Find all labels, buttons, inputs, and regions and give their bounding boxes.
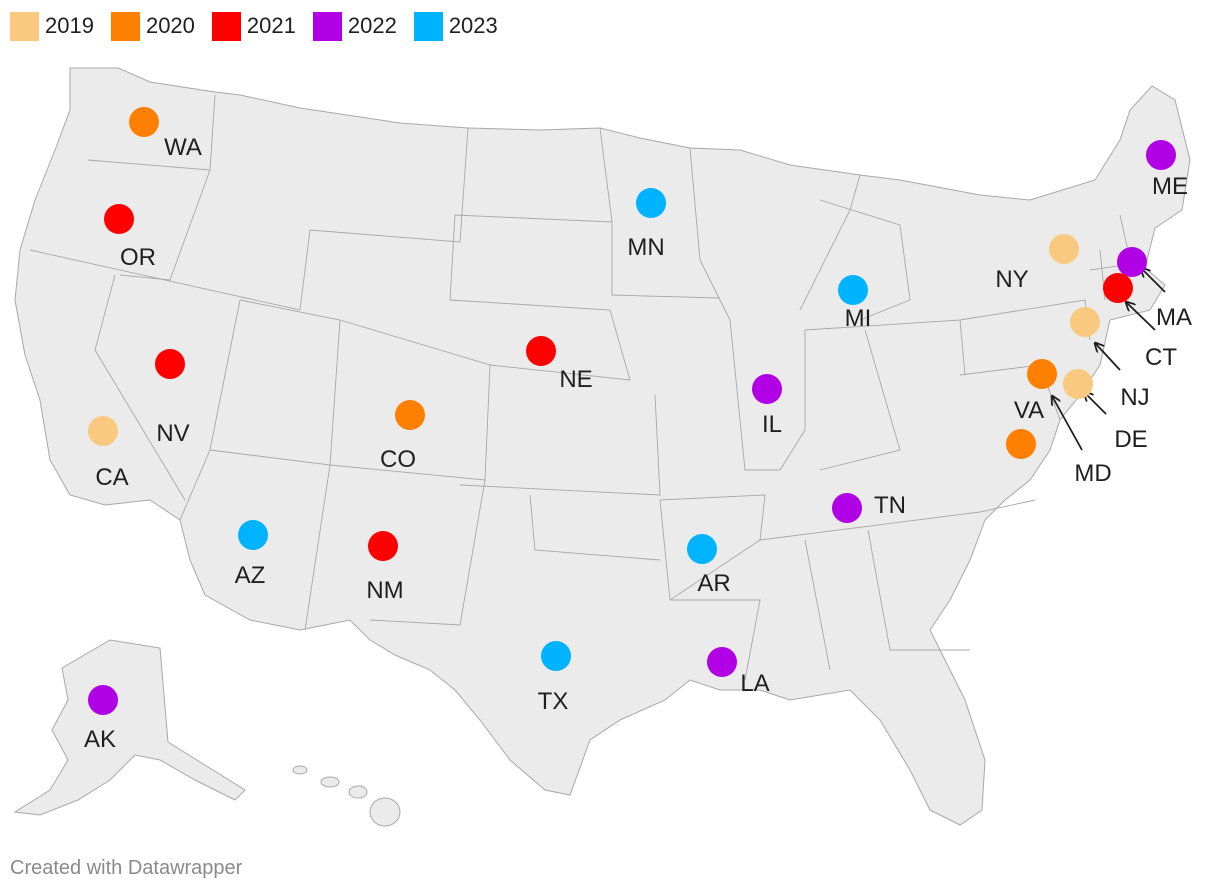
marker-va [1006, 429, 1036, 459]
datawrapper-credit: Created with Datawrapper [10, 857, 243, 879]
arrow-ma [1141, 268, 1166, 293]
label-nv: NV [156, 420, 189, 447]
legend-swatch-2019 [10, 11, 39, 41]
label-ne: NE [559, 366, 592, 393]
marker-mi [838, 275, 868, 305]
legend-item-2023: 2023 [413, 11, 498, 41]
legend-item-2019: 2019 [10, 11, 94, 41]
legend-label-2020: 2020 [145, 13, 195, 38]
marker-me [1146, 140, 1176, 170]
label-ca: CA [95, 464, 128, 491]
arrow-md [1052, 396, 1083, 451]
label-tx: TX [538, 688, 569, 715]
legend-label-2022: 2022 [347, 13, 397, 38]
marker-nm [368, 531, 398, 561]
label-il: IL [762, 411, 782, 438]
label-me: ME [1152, 173, 1188, 200]
marker-wa [129, 107, 159, 137]
legend-label-2023: 2023 [448, 13, 498, 38]
legend-item-2020: 2020 [110, 11, 195, 41]
label-de: DE [1114, 426, 1147, 453]
legend-item-2021: 2021 [211, 11, 296, 41]
marker-il [752, 374, 782, 404]
legend-swatch-2022 [312, 11, 342, 41]
marker-mn [636, 188, 666, 218]
label-la: LA [740, 670, 769, 697]
marker-ak [88, 685, 118, 715]
label-ny: NY [995, 266, 1028, 293]
legend-item-2022: 2022 [312, 11, 397, 41]
alaska-land [13, 639, 246, 816]
marker-ct [1103, 273, 1133, 303]
arrow-nj [1095, 343, 1121, 371]
marker-la [707, 647, 737, 677]
label-ct: CT [1145, 344, 1177, 371]
state-labels: WA OR CA NV AZ CO NM NE TX MN AR LA IL T… [84, 134, 1192, 753]
label-or: OR [120, 244, 156, 271]
legend-label-2021: 2021 [246, 13, 296, 38]
legend-swatch-2020 [110, 11, 140, 41]
legend-label-2019: 2019 [45, 13, 94, 38]
marker-ca [88, 416, 118, 446]
marker-ar [687, 534, 717, 564]
marker-az [238, 520, 268, 550]
legend-swatch-2023 [413, 11, 443, 41]
map-legend: 2019 2020 2021 2022 2023 [10, 10, 515, 42]
marker-tx [541, 641, 571, 671]
label-nj: NJ [1120, 384, 1149, 411]
label-mn: MN [627, 234, 664, 261]
label-nm: NM [366, 577, 403, 604]
arrow-ct [1126, 302, 1156, 331]
state-markers [88, 107, 1176, 715]
label-va: VA [1014, 397, 1044, 424]
label-ma: MA [1156, 304, 1192, 331]
label-ak: AK [84, 726, 116, 753]
us-contiguous-land [14, 67, 1191, 826]
label-mi: MI [845, 305, 872, 332]
marker-or [104, 204, 134, 234]
marker-md [1027, 359, 1057, 389]
marker-nv [155, 349, 185, 379]
marker-de [1063, 369, 1093, 399]
marker-ny [1049, 234, 1079, 264]
label-ar: AR [697, 570, 730, 597]
marker-tn [832, 493, 862, 523]
marker-ma [1117, 247, 1147, 277]
label-md: MD [1074, 460, 1111, 487]
marker-ne [526, 336, 556, 366]
marker-co [395, 400, 425, 430]
label-tn: TN [874, 492, 906, 519]
legend-swatch-2021 [211, 11, 241, 41]
arrow-de [1084, 392, 1107, 415]
hawaii-land [292, 765, 401, 827]
state-borders [29, 94, 1146, 681]
marker-nj [1070, 307, 1100, 337]
label-az: AZ [235, 562, 266, 589]
callout-arrows [1052, 268, 1166, 451]
label-wa: WA [164, 134, 202, 161]
label-co: CO [380, 446, 416, 473]
